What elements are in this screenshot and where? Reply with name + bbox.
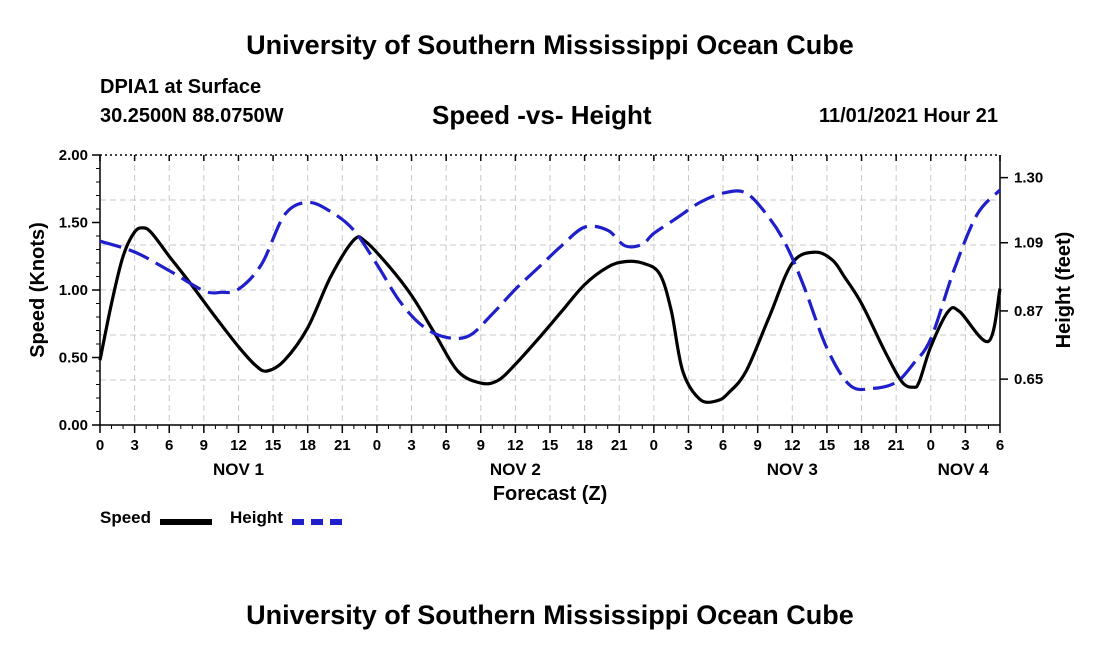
x-tick-label: 21 xyxy=(888,437,905,454)
x-tick-label: 9 xyxy=(200,437,208,454)
legend-height-label: Height xyxy=(230,508,283,527)
footer-title: University of Southern Mississippi Ocean… xyxy=(246,600,854,630)
y2-axis-title: Height (feet) xyxy=(1053,232,1075,349)
y-tick-label: 1.00 xyxy=(59,282,88,299)
y-tick-label: 2.00 xyxy=(59,147,88,164)
x-tick-label: 9 xyxy=(754,437,762,454)
x-tick-label: 18 xyxy=(576,437,593,454)
x-day-label: NOV 2 xyxy=(490,460,541,479)
x-tick-label: 15 xyxy=(542,437,559,454)
x-tick-label: 15 xyxy=(265,437,282,454)
station-name: DPIA1 at Surface xyxy=(100,76,262,98)
legend-speed-swatch xyxy=(160,519,212,525)
x-day-label: NOV 4 xyxy=(938,460,990,479)
x-tick-label: 12 xyxy=(230,437,247,454)
x-day-label: NOV 1 xyxy=(213,460,264,479)
forecast-datetime: 11/01/2021 Hour 21 xyxy=(818,105,998,127)
x-day-label: NOV 3 xyxy=(767,460,818,479)
x-tick-label: 3 xyxy=(407,437,415,454)
x-axis-title: Forecast (Z) xyxy=(493,483,607,505)
x-tick-label: 15 xyxy=(819,437,836,454)
x-tick-label: 3 xyxy=(130,437,138,454)
x-tick-label: 3 xyxy=(961,437,969,454)
y2-tick-label: 0.65 xyxy=(1014,371,1043,388)
chart-main-title: University of Southern Mississippi Ocean… xyxy=(246,30,854,60)
x-tick-label: 9 xyxy=(477,437,485,454)
x-tick-label: 12 xyxy=(784,437,801,454)
x-tick-label: 0 xyxy=(96,437,104,454)
series-speed-line xyxy=(98,226,1002,404)
y2-tick-label: 0.87 xyxy=(1014,303,1043,320)
y-axis-title: Speed (Knots) xyxy=(27,222,49,358)
legend-height-swatch xyxy=(292,519,342,525)
x-tick-label: 6 xyxy=(719,437,727,454)
series-height-line xyxy=(99,188,1002,392)
y-tick-label: 1.50 xyxy=(59,215,88,232)
x-tick-label: 21 xyxy=(611,437,628,454)
x-tick-label: 21 xyxy=(334,437,351,454)
x-tick-label: 0 xyxy=(373,437,381,454)
x-tick-label: 12 xyxy=(507,437,524,454)
chart-subtitle: Speed -vs- Height xyxy=(432,100,652,130)
x-tick-label: 6 xyxy=(442,437,450,454)
x-tick-label: 0 xyxy=(927,437,935,454)
y-tick-label: 0.00 xyxy=(59,417,88,434)
x-tick-label: 0 xyxy=(650,437,658,454)
x-tick-label: 6 xyxy=(165,437,173,454)
x-tick-label: 6 xyxy=(996,437,1004,454)
x-tick-label: 3 xyxy=(684,437,692,454)
y2-tick-label: 1.09 xyxy=(1014,235,1043,252)
y2-tick-label: 1.30 xyxy=(1014,170,1043,187)
x-tick-label: 18 xyxy=(299,437,316,454)
y-tick-label: 0.50 xyxy=(59,350,88,367)
x-tick-label: 18 xyxy=(853,437,870,454)
legend-speed-label: Speed xyxy=(100,508,152,527)
station-coordinates: 30.2500N 88.0750W xyxy=(100,105,284,127)
